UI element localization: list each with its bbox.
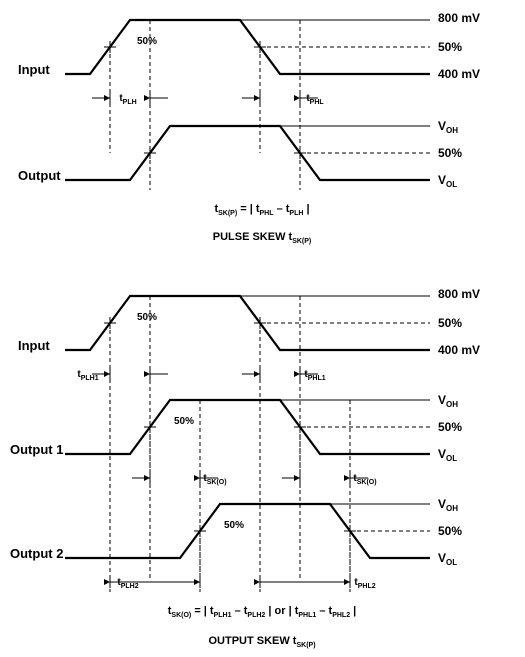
svg-text:50%: 50%: [174, 416, 194, 427]
svg-text:50%: 50%: [438, 420, 462, 434]
svg-text:tSK(O) = | tPLH1 – tPLH2 | or: tSK(O) = | tPLH1 – tPLH2 | or | tPHL1 – …: [168, 605, 356, 619]
svg-text:Output 1: Output 1: [10, 442, 63, 457]
svg-text:tPLH1: tPLH1: [77, 369, 98, 382]
timing-diagram: Input 50% 800 mV 50% 400 mV Output VOH 50% VOL tP…: [0, 0, 525, 657]
svg-text:Input: Input: [18, 338, 50, 353]
svg-text:tPHL1: tPHL1: [304, 369, 325, 382]
svg-text:50%: 50%: [224, 520, 244, 531]
svg-text:tPHL: tPHL: [306, 93, 324, 106]
svg-text:OUTPUT SKEW tSK(P): OUTPUT SKEW tSK(P): [208, 635, 315, 649]
svg-text:VOH: VOH: [438, 497, 458, 513]
svg-text:PULSE SKEW tSK(P): PULSE SKEW tSK(P): [213, 231, 312, 245]
svg-text:tPLH: tPLH: [119, 93, 136, 106]
svg-text:50%: 50%: [438, 524, 462, 538]
svg-text:tSK(O): tSK(O): [203, 473, 226, 486]
svg-text:tSK(O): tSK(O): [353, 473, 376, 486]
svg-text:VOH: VOH: [438, 119, 458, 135]
svg-text:VOL: VOL: [438, 551, 457, 567]
svg-text:50%: 50%: [137, 312, 157, 323]
svg-text:Output 2: Output 2: [10, 546, 63, 561]
svg-text:VOL: VOL: [438, 173, 457, 189]
svg-text:tPLH2: tPLH2: [117, 577, 138, 590]
svg-text:50%: 50%: [137, 36, 157, 47]
svg-text:50%: 50%: [438, 40, 462, 54]
svg-text:tSK(P) = | tPHL – tPLH |: tSK(P) = | tPHL – tPLH |: [214, 203, 309, 217]
svg-text:50%: 50%: [438, 316, 462, 330]
svg-text:tPHL2: tPHL2: [354, 577, 375, 590]
svg-text:VOL: VOL: [438, 447, 457, 463]
svg-text:400 mV: 400 mV: [438, 67, 480, 81]
svg-text:400 mV: 400 mV: [438, 343, 480, 357]
svg-text:50%: 50%: [438, 146, 462, 160]
svg-text:Input: Input: [18, 62, 50, 77]
svg-text:VOH: VOH: [438, 393, 458, 409]
svg-text:800 mV: 800 mV: [438, 287, 480, 301]
svg-text:Output: Output: [18, 168, 61, 183]
svg-text:800 mV: 800 mV: [438, 11, 480, 25]
